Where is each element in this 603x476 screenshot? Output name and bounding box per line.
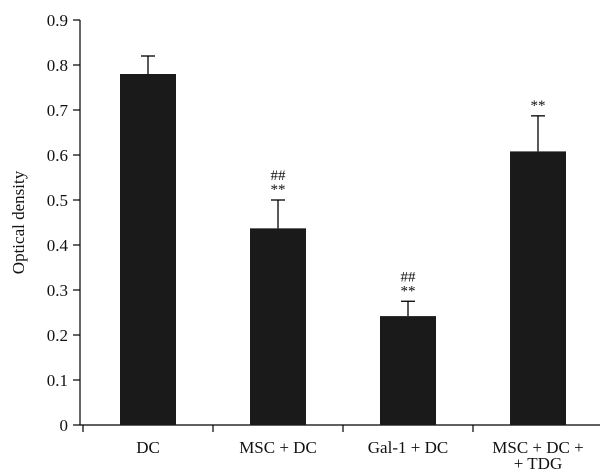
significance-marker: ## bbox=[271, 168, 287, 184]
y-tick-label: 0.2 bbox=[47, 326, 68, 345]
x-category-label: + TDG bbox=[514, 454, 562, 473]
x-category-label: Gal-1 + DC bbox=[368, 438, 448, 457]
significance-marker: ** bbox=[531, 98, 546, 114]
y-tick-label: 0 bbox=[60, 416, 69, 435]
significance-marker: ** bbox=[271, 182, 286, 198]
bar bbox=[120, 74, 176, 425]
y-axis-title: Optical density bbox=[9, 170, 28, 274]
x-category-label: MSC + DC bbox=[239, 438, 317, 457]
y-tick-label: 0.3 bbox=[47, 281, 68, 300]
y-tick-label: 0.8 bbox=[47, 56, 68, 75]
x-category-label: DC bbox=[136, 438, 160, 457]
y-tick-label: 0.1 bbox=[47, 371, 68, 390]
y-tick-label: 0.7 bbox=[47, 101, 69, 120]
bar bbox=[510, 151, 566, 425]
y-tick-label: 0.6 bbox=[47, 146, 68, 165]
bar bbox=[250, 228, 306, 425]
y-tick-label: 0.9 bbox=[47, 11, 68, 30]
significance-marker: ** bbox=[401, 283, 416, 299]
x-category-label: MSC + DC + bbox=[492, 438, 583, 457]
bar bbox=[380, 316, 436, 425]
y-tick-label: 0.5 bbox=[47, 191, 68, 210]
significance-marker: ## bbox=[401, 269, 417, 285]
y-tick-label: 0.4 bbox=[47, 236, 69, 255]
